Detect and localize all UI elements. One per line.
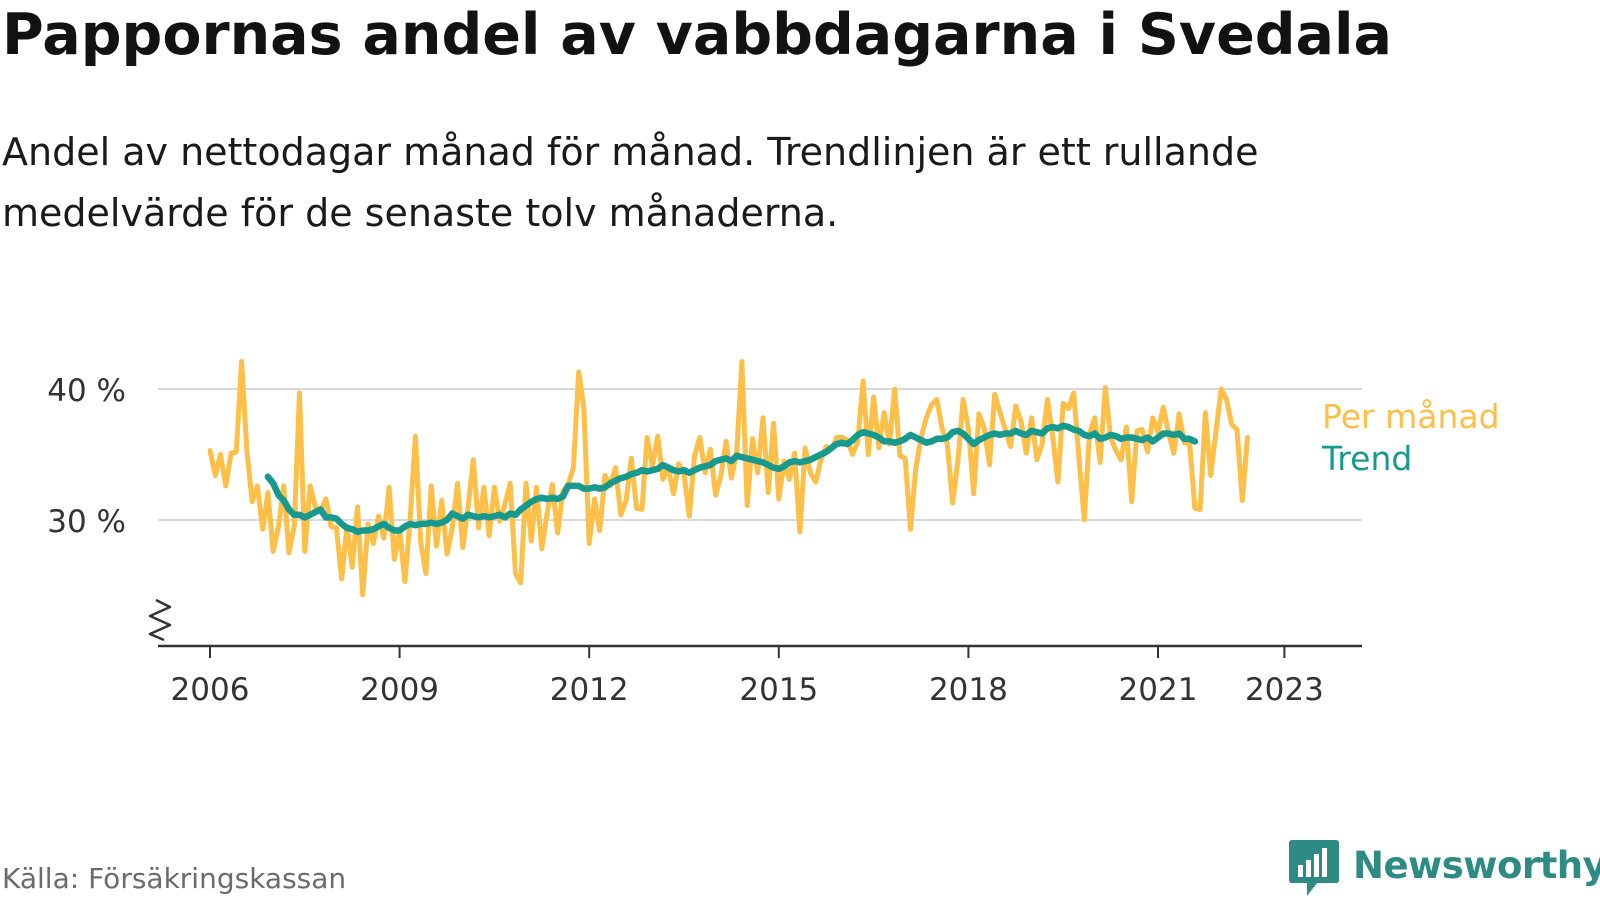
x-tick-label-2006: 2006 xyxy=(171,672,250,708)
chart-subtitle: Andel av nettodagar månad för månad. Tre… xyxy=(2,130,1259,235)
y-tick-label-40: 40 % xyxy=(47,373,126,409)
x-tick-label-2009: 2009 xyxy=(360,672,439,708)
x-tick-label-2012: 2012 xyxy=(550,672,629,708)
y-tick-label-30: 30 % xyxy=(47,504,126,540)
x-tick-label-2023: 2023 xyxy=(1245,672,1324,708)
series-line-per-manad xyxy=(207,359,1250,598)
series-lines xyxy=(207,359,1250,598)
axis-break-icon xyxy=(148,598,172,642)
chart-title: Pappornas andel av vabbdagarna i Svedala xyxy=(2,2,1393,68)
series-label-trend: Trend xyxy=(1321,439,1412,478)
x-tick-label-2021: 2021 xyxy=(1119,672,1198,708)
axes: 30 % 40 % 2006 2009 2012 2015 2018 2021 2023 xyxy=(47,373,1362,708)
x-tick-label-2018: 2018 xyxy=(929,672,1008,708)
series-line-trend xyxy=(264,422,1199,536)
newsworthy-logo: Newsworthy xyxy=(1289,840,1600,900)
x-tick-label-2015: 2015 xyxy=(739,672,818,708)
source-note: Källa: Försäkringskassan xyxy=(2,862,347,895)
logo-text: Newsworthy xyxy=(1353,844,1600,887)
series-label-per-manad: Per månad xyxy=(1322,397,1500,436)
bar-chart-speech-bubble-icon xyxy=(1289,840,1339,896)
line-chart: 30 % 40 % 2006 2009 2012 2015 2018 2021 2023 Per… xyxy=(47,359,1500,708)
